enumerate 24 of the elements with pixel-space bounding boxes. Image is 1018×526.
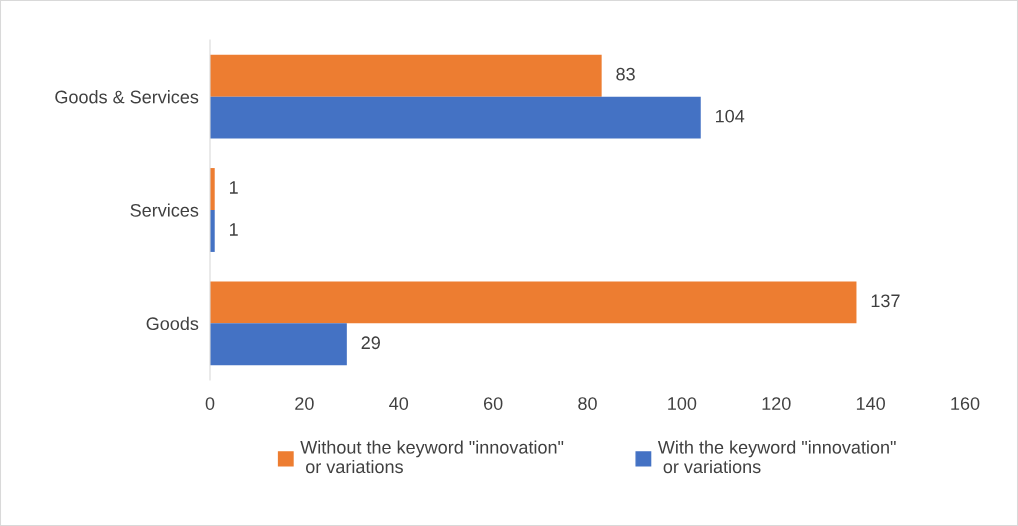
x-tick-label: 40 [389, 397, 409, 410]
x-tick-label: 0 [205, 397, 215, 410]
data-label: 104 [716, 109, 745, 123]
bar [210, 281, 857, 324]
y-tick-label: Services [130, 203, 199, 217]
bar [210, 54, 602, 97]
data-label: 83 [616, 67, 635, 81]
x-tick-label: 80 [578, 397, 597, 410]
bar [210, 323, 347, 366]
x-tick-label: 140 [856, 397, 885, 410]
legend-label: With the keyword "innovation" or variations [657, 440, 896, 474]
legend-label: Without the keyword "innovation" or variations [300, 440, 564, 474]
y-tick-label: Goods & Services [55, 90, 199, 104]
x-tick-label: 100 [668, 397, 697, 410]
data-label: 1 [229, 223, 238, 236]
x-tick-label: 20 [295, 397, 314, 410]
y-tick-label: Goods [146, 316, 199, 331]
x-tick-label: 60 [484, 397, 503, 410]
x-tick-label: 160 [951, 397, 980, 410]
x-tick-label: 120 [762, 397, 791, 410]
bar [210, 96, 701, 139]
data-label: 137 [871, 294, 900, 308]
data-label: 29 [361, 336, 380, 350]
data-label: 1 [229, 181, 238, 194]
